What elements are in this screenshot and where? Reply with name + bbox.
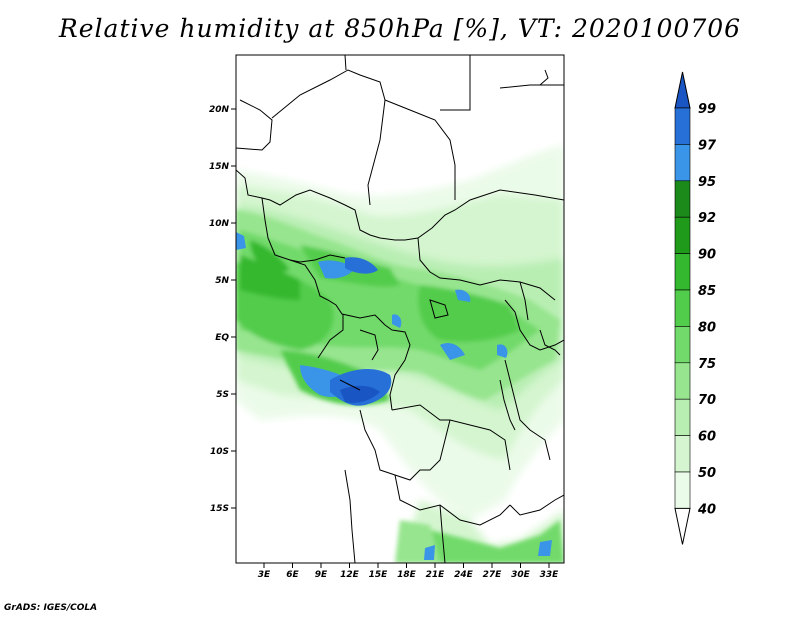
lon-tick-label: 9E [315,570,328,580]
colorbar-label: 92 [698,211,716,226]
lat-tick-label: 10N [209,219,230,229]
map-title: Relative humidity at 850hPa [%], VT: 202… [58,14,742,43]
credit-label: GrADS: IGES/COLA [4,603,98,613]
colorbar-segment [674,326,691,364]
lon-tick-label: 3E [258,570,271,580]
lon-tick-label: 27E [483,570,503,580]
colorbar-segment [674,471,691,509]
colorbar-segment [674,362,691,400]
lat-tick-label: 20N [209,105,230,115]
lon-tick-label: 6E [286,570,299,580]
colorbar-segment [674,398,691,436]
lat-tick-label: 5S [216,390,229,400]
colorbar-segment [674,253,691,291]
colorbar-segment [674,216,691,254]
longitude-axis: 3E 6E 9E 12E 15E 18E 21E 24E 27E 30E 33E [258,563,559,580]
lat-tick-label: EQ [215,333,229,343]
lat-tick-label: 15N [209,162,230,172]
colorbar-label: 80 [698,320,716,335]
country-borders [236,55,564,563]
lat-tick-label: 15S [210,504,229,514]
lon-tick-label: 24E [454,570,474,580]
humidity-field [236,55,564,563]
colorbar-segment [674,180,691,218]
colorbar-label: 70 [698,393,716,408]
lon-tick-label: 15E [369,570,389,580]
colorbar: 99 97 95 92 90 85 80 75 70 60 50 40 [674,71,717,545]
colorbar-label: 60 [698,430,716,445]
colorbar-label: 90 [698,248,716,263]
lon-tick-label: 30E [511,570,531,580]
colorbar-segment [674,107,691,145]
latitude-axis: 20N 15N 10N 5N EQ 5S 10S 15S [209,105,236,514]
colorbar-label: 75 [698,357,716,372]
lat-tick-label: 5N [215,276,229,286]
colorbar-label: 97 [698,138,717,153]
lon-tick-label: 21E [426,570,446,580]
colorbar-label: 40 [697,502,716,517]
colorbar-segment [674,435,691,473]
colorbar-label: 99 [698,102,716,117]
colorbar-segment [674,144,691,182]
colorbar-segment [674,289,691,327]
lat-tick-label: 10S [210,447,229,457]
colorbar-top-arrow [674,71,691,109]
colorbar-label: 85 [698,284,716,299]
lon-tick-label: 33E [540,570,560,580]
lon-tick-label: 12E [340,570,360,580]
colorbar-label: 50 [698,466,716,481]
colorbar-label: 95 [698,175,716,190]
colorbar-bottom-arrow [674,507,691,545]
lon-tick-label: 18E [397,570,417,580]
map-frame [235,54,565,564]
